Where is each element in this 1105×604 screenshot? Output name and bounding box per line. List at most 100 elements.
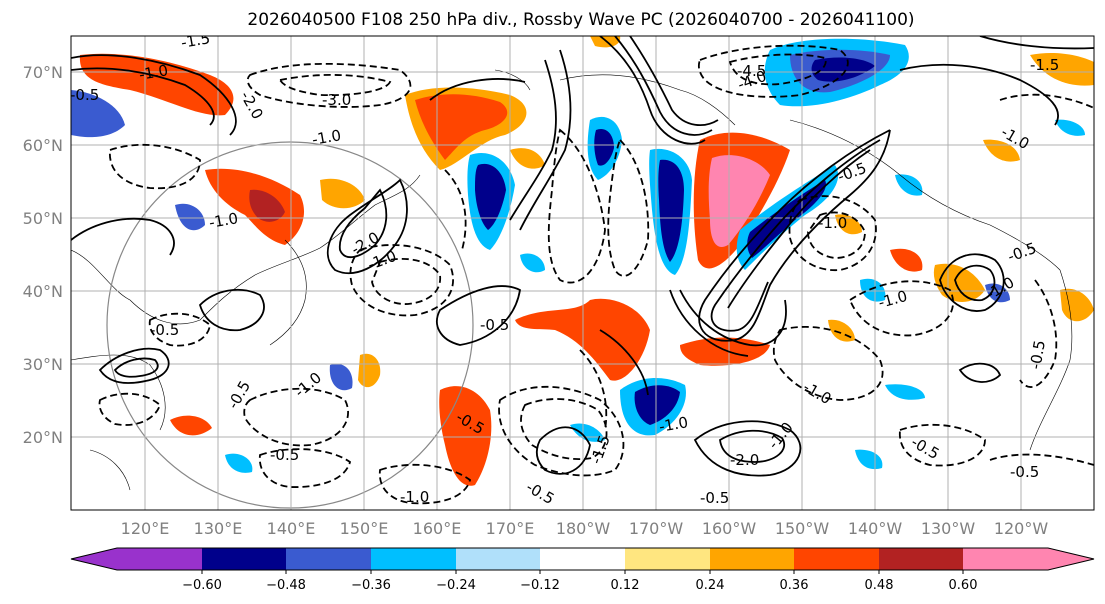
contour-line [436,285,521,346]
colorbar-tick-label: −0.12 [520,578,560,593]
shade-positive [320,178,365,209]
coastline [71,354,166,431]
lon-label: 130°E [194,519,243,538]
lon-label: 140°E [267,519,316,538]
colorbar-tick-label: 0.48 [865,578,894,593]
contour-label: -1.5 [1030,56,1059,74]
contour-label: -1.0 [208,209,240,232]
coastline [494,69,531,91]
contour-line [899,63,1059,126]
coastline [89,449,131,491]
contour-line [535,426,591,475]
contour-line [989,453,1094,466]
contour-label: -0.5 [480,316,509,334]
lon-label: 180°W [556,519,611,538]
contour-line [599,36,706,145]
contour-line [246,62,412,108]
colorbar-segment [71,548,117,570]
contour-label: -1.0 [311,126,343,149]
contour-line [71,67,215,126]
contour-label: -1.0 [400,488,429,506]
contour-line [898,423,986,467]
colorbar-segment [202,548,286,570]
colorbar-tick-label: 0.36 [780,578,809,593]
coastline [789,119,1061,271]
reference-circle [106,141,474,509]
colorbar-segment [625,548,710,570]
contour-label: -1.0 [818,214,847,232]
contour-line [999,93,1094,109]
shade-positive [890,248,923,272]
contour-line [954,264,996,302]
contour-line [98,392,162,426]
contour-line [629,36,719,126]
contour-line [697,44,849,98]
shade-negative [1055,119,1085,136]
contour-line [710,139,881,332]
longitude-labels: 120°E 130°E 140°E 150°E 160°E 170°E 180°… [121,519,1049,538]
coastline [269,239,307,346]
shade-negative [475,163,506,230]
lon-label: 140°W [848,519,903,538]
colorbar-tick-label: 0.12 [611,578,640,593]
contour-line [669,289,749,357]
contour-label: -1.0 [138,61,170,84]
contour-line [719,429,785,463]
map-frame [70,35,1095,511]
contour-label: -0.5 [1026,339,1049,371]
contour-line [498,385,625,477]
coastlines [71,69,1073,491]
contour-line [728,53,827,86]
lon-label: 170°W [629,519,684,538]
contour-label: -0.5 [150,321,179,339]
lat-label: 30°N [23,355,63,374]
contour-line [599,329,649,396]
colorbar-segment [371,548,456,570]
shade-positive [1060,288,1094,322]
contour-label: -0.5 [270,446,299,464]
coastline [71,174,421,325]
coastline [1029,269,1073,451]
colorbar-tick-label: −0.60 [182,578,222,593]
lat-label: 40°N [23,282,63,301]
contour-line [614,36,713,136]
contour-line [338,188,388,259]
contour-line [258,448,352,488]
coastline [559,74,736,126]
colorbar-segment [963,548,1048,570]
shade-positive [933,263,985,302]
contour-line [243,387,349,447]
contour-label: -0.5 [700,489,729,507]
shade-negative [860,278,886,302]
shade-positive [249,189,285,222]
lon-label: 170°E [486,519,535,538]
contour-line [607,138,650,277]
shade-positive [439,386,492,486]
shade-negative [329,363,353,391]
shade-negative [520,253,545,273]
shade-positive [1030,52,1094,86]
lon-label: 160°E [413,519,462,538]
colorbar-segment [456,548,540,570]
shade-positive [170,415,212,436]
lon-label: 160°W [702,519,757,538]
lat-label: 70°N [23,63,63,82]
lon-label: 120°W [994,519,1049,538]
contour-line [326,178,408,275]
colorbar-tick-label: 0.60 [949,578,978,593]
shade-positive [590,36,621,48]
colorbar-segment [794,548,879,570]
contour-line [378,463,472,505]
contour-line [788,195,877,271]
contour-label: -0.5 [70,86,99,104]
shade-negative [811,57,875,82]
contour-line [939,253,1005,312]
latitude-labels: 70°N 60°N 50°N 40°N 30°N 20°N [23,63,63,447]
contour-line [772,326,884,401]
contour-line [848,280,954,337]
contour-line [547,128,606,284]
contour-label: -0.5 [1010,463,1039,481]
contour-line [148,312,211,347]
shade-negative [634,385,680,425]
